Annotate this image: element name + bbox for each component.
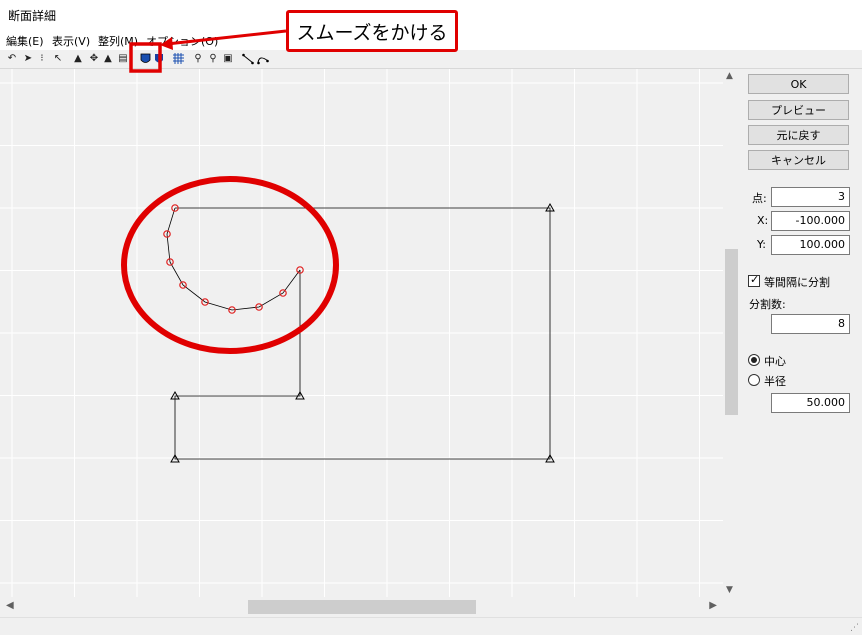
section-outline — [174, 207, 551, 460]
drawing-canvas[interactable] — [0, 69, 740, 597]
arc-icon[interactable] — [257, 52, 269, 65]
flip-icon[interactable]: ▲ — [104, 53, 112, 64]
center-label: 中心 — [764, 355, 786, 368]
shield-icon[interactable] — [153, 52, 165, 65]
smooth-callout: スムーズをかける — [286, 10, 458, 52]
undo-icon[interactable]: ↶ — [7, 53, 17, 64]
ok-button[interactable]: OK — [748, 74, 849, 94]
property-panel: OK プレビュー 元に戻す キャンセル 点: 3 X: -100.000 Y: … — [740, 69, 862, 617]
x-label: X: — [757, 214, 769, 227]
equal-split-label: 等間隔に分割 — [764, 276, 830, 289]
divisions-label: 分割数: — [749, 298, 786, 311]
center-radio[interactable] — [748, 354, 760, 366]
scroll-down-icon[interactable]: ▼ — [726, 585, 733, 595]
status-bar: ⋰ — [0, 617, 862, 635]
vertical-scroll-thumb[interactable] — [725, 249, 738, 415]
point-field[interactable]: 3 — [771, 187, 850, 207]
undo-button[interactable]: 元に戻す — [748, 125, 849, 145]
cancel-button[interactable]: キャンセル — [748, 150, 849, 170]
line-icon[interactable] — [242, 52, 254, 65]
rotate-icon[interactable]: ✥ — [89, 53, 99, 64]
equal-split-checkbox[interactable]: ✓ — [748, 273, 760, 287]
y-label: Y: — [757, 238, 766, 251]
vertex-markers — [170, 202, 555, 463]
arc-points — [163, 204, 304, 314]
radius-radio[interactable] — [748, 374, 760, 386]
point-label: 点: — [752, 192, 767, 205]
preview-button[interactable]: プレビュー — [748, 100, 849, 120]
scroll-right-icon[interactable]: ▶ — [709, 600, 717, 611]
radius-field[interactable]: 50.000 — [771, 393, 850, 413]
scroll-left-icon[interactable]: ◀ — [6, 600, 14, 611]
grid-icon[interactable] — [172, 52, 184, 65]
check-icon: ✓ — [750, 273, 760, 286]
zoom-in-icon[interactable]: ⚲ — [194, 53, 202, 64]
point-select-icon[interactable]: ⁝ — [40, 53, 44, 64]
menu-options[interactable]: オプション(O) — [146, 35, 219, 48]
toolbar: ↶ ➤ ⁝ ↖ ▲ ✥ ▲ ▤ ⚲ ⚲ ▣ — [0, 50, 862, 69]
pointer-icon[interactable]: ➤ — [23, 53, 33, 64]
y-field[interactable]: 100.000 — [771, 235, 850, 255]
smooth-icon[interactable] — [139, 52, 151, 65]
menu-align[interactable]: 整列(M) — [98, 35, 139, 48]
radius-label: 半径 — [764, 375, 786, 388]
horizontal-scrollbar[interactable]: ◀ ▶ — [0, 597, 723, 617]
divisions-field[interactable]: 8 — [771, 314, 850, 334]
radio-selected-dot — [751, 357, 757, 363]
delete-icon[interactable]: ▤ — [118, 53, 128, 64]
canvas-grid — [0, 69, 723, 597]
menu-edit[interactable]: 編集(E) — [6, 35, 44, 48]
window-title: 断面詳細 — [8, 9, 57, 23]
x-field[interactable]: -100.000 — [771, 211, 850, 231]
menu-view[interactable]: 表示(V) — [52, 35, 91, 48]
resize-grip-icon[interactable]: ⋰ — [850, 623, 859, 633]
arrow-select-icon[interactable]: ↖ — [53, 53, 63, 64]
mirror-icon[interactable]: ▲ — [74, 53, 82, 64]
zoom-out-icon[interactable]: ⚲ — [209, 53, 217, 64]
scroll-up-icon[interactable]: ▲ — [726, 71, 733, 81]
vertical-scrollbar[interactable]: ▲ ▼ — [723, 69, 740, 597]
horizontal-scroll-thumb[interactable] — [248, 600, 476, 614]
fit-icon[interactable]: ▣ — [223, 53, 233, 64]
